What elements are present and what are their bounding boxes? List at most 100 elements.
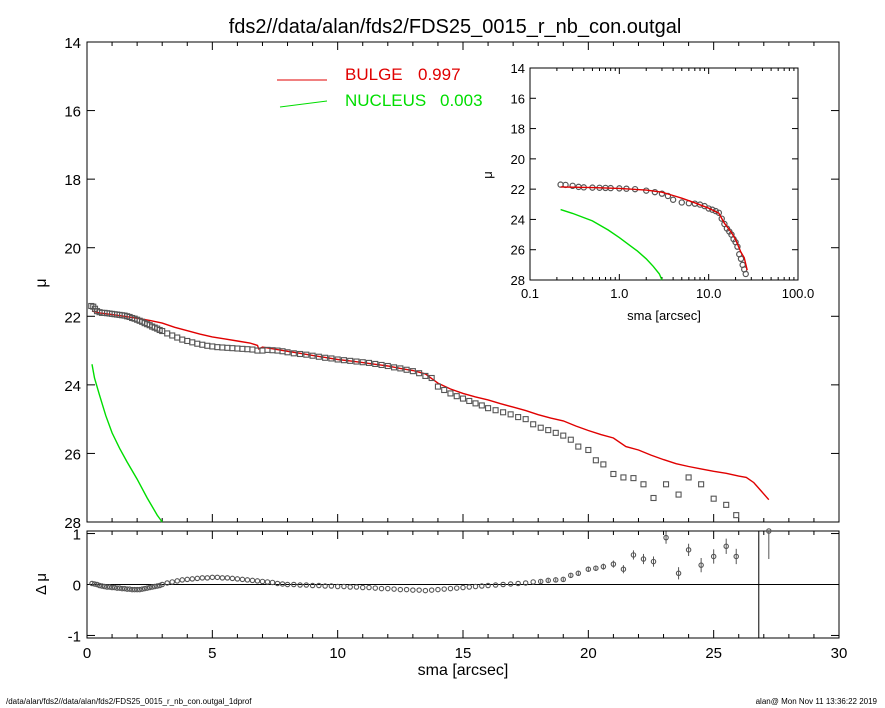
main-data-point — [234, 345, 241, 352]
main-data-point — [537, 424, 544, 431]
main-data-point — [567, 436, 574, 443]
main-data-point — [434, 383, 441, 390]
main-data-points — [88, 302, 740, 519]
residual-data-point — [435, 586, 441, 593]
residual-data-point — [515, 580, 521, 587]
main-data-point — [174, 334, 181, 341]
residual-xtick-label-1: 5 — [208, 645, 216, 662]
main-data-point — [662, 481, 670, 488]
inset-log-plot: 14 16 18 20 22 24 26 28 0.1 1.0 10.0 100.0 μ sma [… — [480, 61, 814, 323]
residual-data-point — [485, 582, 491, 589]
inset-ytick-label-0: 14 — [511, 61, 525, 76]
residual-data-point — [422, 587, 429, 594]
residual-data-point — [139, 586, 145, 592]
main-data-point — [441, 386, 448, 394]
main-data-point — [650, 494, 657, 502]
residual-data-point — [650, 558, 657, 565]
main-nucleus-series — [91, 364, 163, 523]
main-data-point — [575, 443, 582, 450]
main-data-point — [500, 409, 507, 416]
chart-title: fds2//data/alan/fds2/FDS25_0015_r_nb_con… — [229, 16, 682, 38]
residual-data-point — [131, 586, 138, 593]
residual-data-point — [545, 577, 551, 584]
residual-data-point — [154, 583, 160, 589]
main-data-point — [472, 400, 479, 407]
inset-ytick-label-6: 26 — [511, 243, 525, 258]
main-data-point — [630, 475, 637, 482]
residual-data-point — [179, 577, 186, 583]
inset-ytick-label-3: 20 — [511, 152, 525, 167]
main-data-point — [334, 356, 341, 363]
residual-data-point — [416, 587, 422, 593]
main-data-point — [199, 341, 206, 348]
inset-xtick-label-3: 100.0 — [782, 286, 815, 301]
legend-nucleus-swatch — [279, 100, 328, 108]
main-nucleus-line — [91, 364, 163, 523]
main-data-point — [169, 332, 176, 339]
residual-data-point — [663, 534, 669, 541]
residual-data-point — [575, 570, 582, 577]
residual-data-point — [640, 556, 647, 562]
residual-data-point — [710, 553, 717, 560]
residual-xtick-label-5: 25 — [705, 645, 722, 662]
inset-data-point — [742, 270, 749, 278]
main-data-point — [428, 374, 435, 382]
main-data-point — [610, 470, 617, 478]
residual-data-point — [254, 578, 261, 584]
main-ytick-label-2: 18 — [64, 172, 81, 189]
residual-data-point — [204, 575, 211, 581]
main-data-point — [723, 501, 730, 508]
residual-data-point — [537, 578, 544, 585]
main-data-point — [447, 390, 454, 397]
inset-ytick-label-5: 24 — [511, 212, 525, 227]
main-data-point — [328, 355, 335, 362]
main-data-point — [359, 359, 366, 366]
residual-data-point — [124, 586, 130, 592]
residual-data-point — [109, 584, 115, 591]
residual-data-point — [136, 586, 143, 593]
residual-ytick-label-0: 1 — [73, 527, 81, 544]
residual-data-point — [174, 578, 180, 584]
main-data-point — [733, 512, 740, 519]
residual-xtick-label-0: 0 — [83, 645, 91, 662]
residual-data-point — [104, 584, 110, 590]
main-data-point — [164, 330, 171, 337]
residual-data-point — [568, 572, 574, 579]
residual-data-point — [244, 577, 251, 583]
residual-data-point — [600, 563, 607, 570]
inset-data-point — [718, 215, 725, 222]
residual-data-point — [441, 586, 447, 592]
residual-xtick-label-3: 15 — [455, 645, 472, 662]
main-data-point — [600, 461, 607, 468]
residual-data-point — [189, 576, 196, 582]
footer-timestamp: alan@ Mon Nov 11 13:36:22 2019 — [755, 697, 877, 706]
residual-data-point — [372, 585, 379, 591]
main-data-point — [365, 359, 373, 366]
main-data-point — [309, 352, 316, 359]
residual-data-point — [199, 575, 206, 581]
residual-data-point — [274, 580, 281, 587]
residual-data-point — [89, 580, 95, 587]
main-ytick-label-3: 20 — [64, 241, 81, 258]
main-data-point — [585, 446, 592, 454]
main-profile-plot: 14 16 18 20 22 24 26 28 μ BULGE 0.997 NUCLEUS 0… — [33, 35, 840, 532]
main-data-point — [224, 344, 231, 351]
residual-data-point — [397, 586, 404, 593]
residual-data-point — [334, 583, 341, 590]
main-data-point — [710, 495, 717, 502]
inset-data-point — [709, 206, 716, 213]
residual-data-point — [116, 585, 123, 591]
residual-data-point — [291, 581, 297, 588]
main-data-point — [592, 457, 599, 464]
residual-data-point — [146, 584, 153, 591]
main-data-point — [214, 344, 221, 351]
residual-data-point — [149, 584, 155, 590]
main-data-point — [378, 361, 385, 369]
main-ytick-label-1: 16 — [64, 104, 81, 121]
residual-data-point — [297, 582, 303, 588]
residual-data-point — [159, 581, 165, 588]
inset-xtick-label-0: 0.1 — [521, 286, 539, 301]
main-data-point — [507, 411, 514, 418]
residual-data-point — [239, 576, 246, 583]
residual-data-point — [585, 566, 592, 572]
